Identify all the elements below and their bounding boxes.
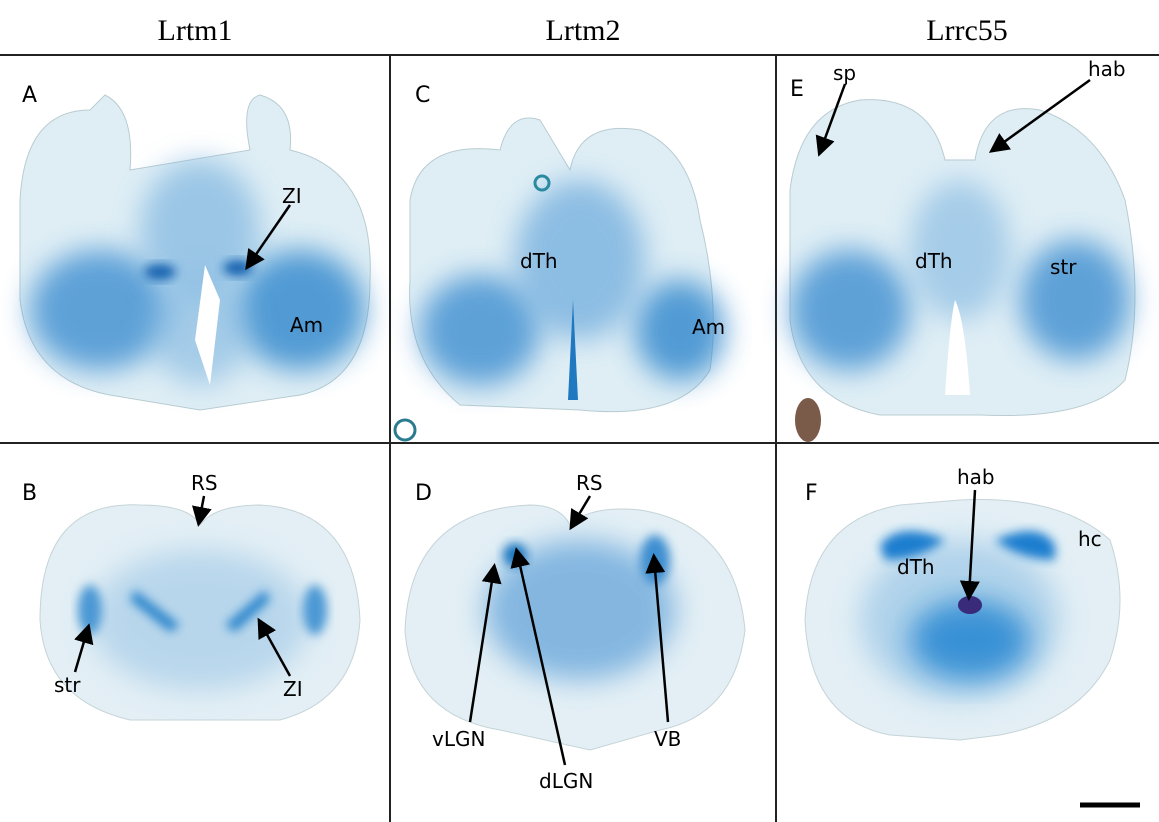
region-label: hab [957,465,995,489]
panel-letter: E [790,77,804,102]
region-label: dLGN [539,769,593,793]
panel-letter: D [415,481,432,506]
region-label: dTh [520,249,558,273]
column-header: Lrtm1 [158,14,233,47]
region-label: str [54,673,81,697]
region-label: RS [191,471,218,495]
region-label: str [1050,255,1077,279]
panel-letter: A [22,83,37,108]
column-header: Lrrc55 [926,14,1008,47]
region-label: vLGN [432,727,485,751]
region-label: hab [1088,57,1126,81]
panel-letter: B [22,481,37,506]
region-label: hc [1078,527,1102,551]
headers: Lrtm1 Lrtm2 Lrrc55 [158,14,1008,47]
tissue [20,95,1135,750]
region-label: dTh [897,555,935,579]
region-label: ZI [283,677,303,701]
column-header: Lrtm2 [546,14,621,47]
region-label: sp [833,61,856,85]
region-label: ZI [282,184,302,208]
figure: Lrtm1 Lrtm2 Lrrc55 A C E B D F ZI Am dTh… [0,0,1159,822]
region-label: Am [290,313,323,337]
panel-letter: C [415,83,430,108]
region-label: Am [692,315,725,339]
region-label: VB [654,727,681,751]
region-label: dTh [915,249,953,273]
panel-letter: F [805,481,818,506]
region-label: RS [576,471,603,495]
